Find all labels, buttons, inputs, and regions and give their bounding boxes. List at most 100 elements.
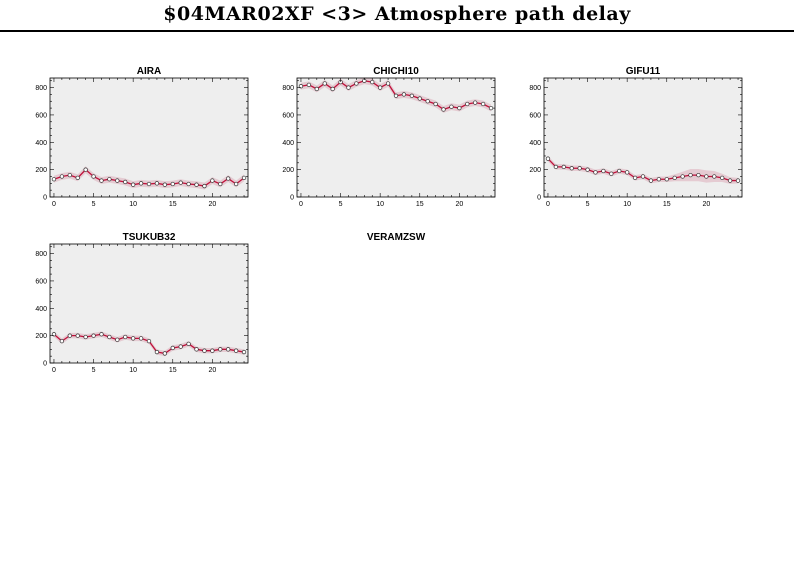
data-point xyxy=(354,81,359,86)
data-point xyxy=(146,338,152,344)
x-tick-label: 5 xyxy=(92,367,96,374)
data-point xyxy=(138,181,144,186)
data-point xyxy=(146,181,152,187)
data-point xyxy=(210,178,215,183)
data-point xyxy=(241,175,247,181)
x-tick-label: 0 xyxy=(299,201,303,208)
y-tick-label: 200 xyxy=(35,333,47,340)
data-point xyxy=(241,349,247,355)
x-tick-label: 20 xyxy=(208,201,216,208)
data-point xyxy=(115,337,120,342)
data-point xyxy=(401,92,407,97)
data-point xyxy=(59,174,65,179)
plot-area xyxy=(50,244,248,363)
data-point xyxy=(99,332,104,337)
y-tick-label: 0 xyxy=(43,195,47,202)
y-tick-label: 200 xyxy=(282,167,294,174)
x-tick-label: 0 xyxy=(52,367,56,374)
y-tick-label: 600 xyxy=(35,112,47,119)
y-tick-label: 0 xyxy=(290,195,294,202)
data-point xyxy=(59,338,65,344)
data-point xyxy=(417,96,422,101)
x-tick-label: 5 xyxy=(92,201,96,208)
data-point xyxy=(457,105,462,111)
page-title: $04MAR02XF <3> Atmosphere path delay xyxy=(163,3,631,25)
data-point xyxy=(553,164,559,170)
title-rule xyxy=(0,30,794,32)
panel-veramzsw: VERAMZSW xyxy=(367,232,426,243)
x-tick-label: 15 xyxy=(169,367,177,374)
data-point xyxy=(656,177,661,182)
panel-title: AIRA xyxy=(137,66,161,77)
data-point xyxy=(75,175,80,181)
x-tick-label: 20 xyxy=(455,201,463,208)
data-point xyxy=(712,174,717,179)
data-point xyxy=(617,168,622,174)
data-point xyxy=(107,334,112,340)
y-tick-label: 600 xyxy=(529,112,541,119)
data-point xyxy=(688,172,693,178)
data-point xyxy=(91,333,96,338)
data-point xyxy=(178,344,183,349)
data-point xyxy=(162,351,167,356)
x-tick-label: 15 xyxy=(416,201,424,208)
data-point xyxy=(75,333,80,338)
data-point xyxy=(585,167,590,172)
x-tick-label: 5 xyxy=(586,201,590,208)
data-point xyxy=(178,180,183,185)
data-point xyxy=(233,181,239,187)
data-point xyxy=(385,81,391,86)
data-point xyxy=(194,182,199,187)
data-point xyxy=(131,182,136,187)
data-point xyxy=(99,178,104,183)
data-point xyxy=(218,181,223,187)
data-point xyxy=(593,170,598,175)
data-point xyxy=(314,86,319,92)
data-point xyxy=(123,334,128,340)
data-point xyxy=(154,349,160,355)
x-tick-label: 5 xyxy=(339,201,343,208)
data-point xyxy=(735,178,741,183)
data-point xyxy=(202,348,207,353)
data-point xyxy=(83,334,88,340)
data-point xyxy=(83,167,88,172)
data-point xyxy=(465,101,470,107)
data-point xyxy=(441,107,446,112)
y-tick-label: 400 xyxy=(35,306,47,313)
data-point xyxy=(186,181,191,187)
data-point xyxy=(123,179,128,185)
data-point xyxy=(433,101,438,107)
data-point xyxy=(67,333,72,338)
data-point xyxy=(480,101,486,107)
data-point xyxy=(664,177,669,182)
y-tick-label: 400 xyxy=(282,140,294,147)
y-tick-label: 600 xyxy=(35,278,47,285)
x-tick-label: 10 xyxy=(129,201,137,208)
y-tick-label: 0 xyxy=(43,361,47,368)
data-point xyxy=(561,164,566,170)
data-point xyxy=(162,182,167,187)
data-point xyxy=(625,170,630,175)
y-tick-label: 400 xyxy=(35,140,47,147)
data-point xyxy=(696,172,701,178)
plot-area xyxy=(50,78,248,197)
y-tick-label: 200 xyxy=(529,167,541,174)
data-point xyxy=(680,174,685,179)
data-point xyxy=(186,341,191,347)
x-tick-label: 15 xyxy=(169,201,177,208)
data-point xyxy=(91,174,96,179)
y-tick-label: 800 xyxy=(282,85,294,92)
x-tick-label: 15 xyxy=(663,201,671,208)
panel-title: GIFU11 xyxy=(626,66,661,77)
y-tick-label: 200 xyxy=(35,167,47,174)
data-point xyxy=(346,85,351,90)
panel-title: TSUKUB32 xyxy=(123,232,176,243)
data-point xyxy=(378,85,383,90)
data-point xyxy=(194,347,199,352)
data-point xyxy=(569,166,574,171)
y-tick-label: 0 xyxy=(537,195,541,202)
